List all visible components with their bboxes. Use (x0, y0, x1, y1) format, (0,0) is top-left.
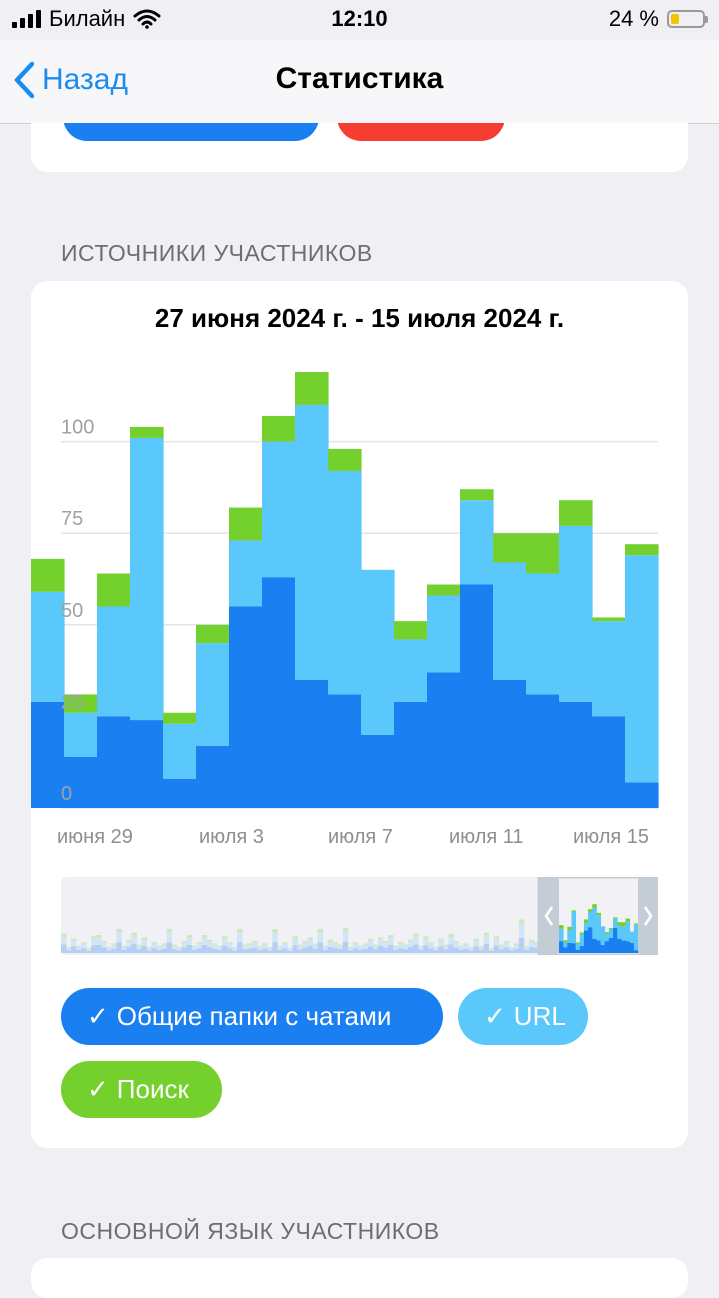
bar-segment (295, 680, 329, 808)
bar-segment (592, 621, 626, 716)
bar-segment (592, 617, 626, 621)
bar-segment (295, 372, 329, 405)
range-handle-right[interactable] (638, 877, 658, 955)
bar-segment (295, 405, 329, 680)
bar-segment (31, 592, 65, 702)
x-tick-label: июня 29 (57, 826, 133, 849)
bar-segment (427, 595, 461, 672)
bar-segment (97, 574, 131, 607)
x-axis-labels: июня 29 июля 3 июля 7 июля 11 июля 15 (31, 826, 688, 856)
status-bar: Билайн 12:10 24 % (0, 0, 719, 40)
status-right: 24 % (609, 6, 705, 32)
bar-segment (493, 563, 527, 680)
checkmark-icon: ✓ (87, 1074, 109, 1105)
previous-card (31, 123, 688, 172)
filter-folders-label: Общие папки с чатами (117, 1001, 392, 1032)
bar-segment (526, 533, 560, 573)
bar-segment (262, 577, 296, 808)
sources-section-header: ИСТОЧНИКИ УЧАСТНИКОВ (61, 240, 373, 267)
language-card (31, 1258, 688, 1298)
bar-segment (31, 559, 65, 592)
red-action-button[interactable] (337, 123, 505, 141)
date-range-title: 27 июня 2024 г. - 15 июля 2024 г. (31, 303, 688, 334)
bar-segment (328, 449, 362, 471)
bar-segment (31, 702, 65, 808)
bar-segment (64, 713, 98, 757)
navigation-bar: Назад Статистика (0, 40, 719, 124)
bar-segment (394, 639, 428, 701)
bar-segment (328, 694, 362, 808)
sources-chart-card: 27 июня 2024 г. - 15 июля 2024 г. 0 25 50 7… (31, 281, 688, 1148)
bar-segment (394, 702, 428, 808)
y-tick-label: 100 (61, 417, 94, 439)
bar-segment (526, 694, 560, 808)
checkmark-icon: ✓ (484, 1001, 506, 1032)
bar-segment (625, 555, 659, 782)
battery-level (671, 14, 679, 24)
filter-search-label: Поиск (117, 1074, 189, 1105)
x-tick-label: июля 11 (449, 826, 524, 849)
bar-segment (229, 508, 263, 541)
bar-segment (625, 544, 659, 555)
blue-action-button[interactable] (63, 123, 319, 141)
bar-segment (559, 526, 593, 702)
bar-segment (460, 585, 494, 809)
checkmark-icon: ✓ (87, 1001, 109, 1032)
bar-segment (361, 570, 395, 735)
filter-search-toggle[interactable]: ✓ Поиск (61, 1061, 222, 1118)
bar-segment (163, 713, 197, 724)
bar-segment (427, 585, 461, 596)
bar-segment (361, 735, 395, 808)
bar-segment (328, 471, 362, 695)
bar-segment (460, 500, 494, 584)
page-title: Статистика (0, 62, 719, 96)
language-section-header: ОСНОВНОЙ ЯЗЫК УЧАСТНИКОВ (61, 1218, 440, 1245)
bar-segment (592, 716, 626, 808)
bar-segment (262, 416, 296, 442)
bar-segment (196, 643, 230, 746)
bar-segment (427, 672, 461, 808)
x-tick-label: июля 7 (328, 826, 393, 849)
bar-segment (163, 724, 197, 779)
y-tick-label: 50 (61, 600, 83, 622)
bar-segment (493, 680, 527, 808)
bar-segment (196, 746, 230, 808)
bar-segment (97, 716, 131, 808)
bar-segment (526, 574, 560, 695)
x-tick-label: июля 15 (573, 826, 649, 849)
filter-url-label: URL (514, 1001, 566, 1032)
bar-segment (559, 702, 593, 808)
bar-segment (625, 782, 659, 808)
bar-segment (229, 541, 263, 607)
filter-url-toggle[interactable]: ✓ URL (458, 988, 588, 1045)
bar-segment (130, 438, 164, 720)
bar-segment (97, 606, 131, 716)
range-handle-left[interactable] (539, 877, 559, 955)
bar-segment (229, 606, 263, 808)
chart-range-navigator[interactable] (61, 877, 658, 955)
bar-segment (163, 779, 197, 808)
x-tick-label: июля 3 (199, 826, 264, 849)
bar-segment (493, 533, 527, 562)
bar-segment (130, 720, 164, 808)
battery-icon (667, 10, 705, 28)
y-tick-label: 0 (61, 783, 72, 805)
bar-segment (559, 500, 593, 526)
bar-segment (196, 625, 230, 643)
y-tick-label: 75 (61, 508, 83, 530)
filter-folders-toggle[interactable]: ✓ Общие папки с чатами (61, 988, 443, 1045)
bar-segment (262, 442, 296, 578)
battery-percent: 24 % (609, 6, 659, 32)
bar-segment (130, 427, 164, 438)
bar-segment (460, 489, 494, 500)
stacked-bar-chart: 0 25 50 75 100 (31, 361, 688, 821)
bar-segment (394, 621, 428, 639)
y-tick-label: 25 (61, 691, 83, 713)
